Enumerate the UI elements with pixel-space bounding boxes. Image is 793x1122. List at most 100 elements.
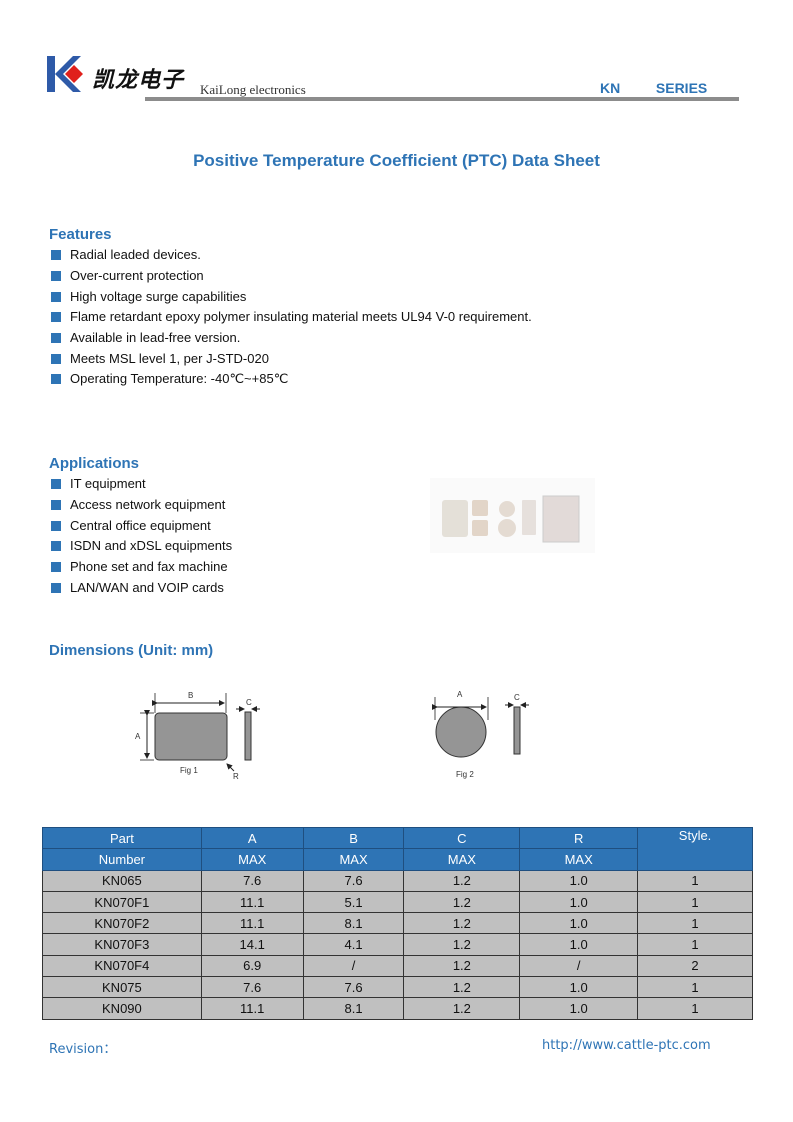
table-row: KN070F4 6.9/1.2/2 xyxy=(42,954,753,978)
list-item-text: Flame retardant epoxy polymer insulating… xyxy=(70,309,532,325)
header-part: Part xyxy=(42,826,202,850)
cell-a: 14.1 xyxy=(200,933,304,956)
cell-a: 6.9 xyxy=(200,954,304,978)
bullet-square-icon xyxy=(51,562,61,573)
header-a-max: MAX xyxy=(200,848,304,871)
cell-style: 1 xyxy=(637,912,753,935)
fig1-label-a: A xyxy=(135,732,141,741)
cell-style: 1 xyxy=(637,997,753,1020)
list-item: High voltage surge capabilities xyxy=(51,286,532,307)
header-r-max: MAX xyxy=(519,848,639,871)
header-style: Style. xyxy=(637,827,753,871)
dimensions-heading: Dimensions (Unit: mm) xyxy=(49,642,214,659)
fig2-label-c: C xyxy=(514,693,520,702)
cell-c: 1.2 xyxy=(403,912,521,935)
list-item: Meets MSL level 1, per J-STD-020 xyxy=(51,348,532,369)
list-item-text: Operating Temperature: -40℃~+85℃ xyxy=(70,371,289,387)
cell-b: 4.1 xyxy=(302,933,405,956)
list-item-text: ISDN and xDSL equipments xyxy=(70,538,233,554)
cell-part-number: KN075 xyxy=(42,976,202,999)
cell-c: 1.2 xyxy=(403,933,521,956)
cell-style: 1 xyxy=(637,890,753,914)
list-item-text: Meets MSL level 1, per J-STD-020 xyxy=(70,350,269,366)
dimensions-table: Part A B C R Style. Number MAX MAX MAX M… xyxy=(42,826,753,1020)
list-item-text: Central office equipment xyxy=(70,517,211,533)
figure-1-diagram: B A C R Fig 1 xyxy=(135,691,260,780)
list-item: ISDN and xDSL equipments xyxy=(51,536,232,557)
bullet-square-icon xyxy=(51,541,61,552)
list-item-text: IT equipment xyxy=(70,476,146,492)
applications-heading: Applications xyxy=(49,455,140,472)
list-item: Radial leaded devices. xyxy=(51,245,532,266)
cell-part-number: KN090 xyxy=(42,997,202,1020)
list-item: Central office equipment xyxy=(51,515,232,536)
cell-r: 1.0 xyxy=(519,933,639,956)
revision-label: Revision： xyxy=(49,1042,117,1057)
bullet-square-icon xyxy=(51,291,61,302)
list-item: LAN/WAN and VOIP cards xyxy=(51,577,232,598)
list-item: IT equipment xyxy=(51,474,232,495)
cell-style: 2 xyxy=(637,954,753,978)
cell-a: 11.1 xyxy=(200,912,304,935)
list-item-text: Available in lead-free version. xyxy=(70,330,241,346)
header-rule xyxy=(145,97,739,101)
bullet-square-icon xyxy=(51,271,61,282)
list-item: Flame retardant epoxy polymer insulating… xyxy=(51,307,532,328)
header-c-max: MAX xyxy=(403,848,521,871)
cell-a: 7.6 xyxy=(200,976,304,999)
header-r: R xyxy=(519,826,639,850)
figure-2-diagram: A C Fig 2 xyxy=(432,690,529,779)
list-item-text: Access network equipment xyxy=(70,497,226,513)
fig1-label-r: R xyxy=(233,772,239,780)
bullet-square-icon xyxy=(51,374,61,385)
logo-chinese-name: 凯龙电子 xyxy=(92,67,185,93)
fig1-label-c: C xyxy=(246,698,252,707)
kailong-logo-icon xyxy=(47,56,83,92)
bullet-square-icon xyxy=(51,520,61,531)
cell-part-number: KN065 xyxy=(42,869,202,892)
list-item-text: LAN/WAN and VOIP cards xyxy=(70,579,224,595)
cell-b: 7.6 xyxy=(302,869,405,892)
bullet-square-icon xyxy=(51,353,61,364)
header-number: Number xyxy=(42,848,202,871)
cell-r: / xyxy=(519,954,639,978)
list-item: Available in lead-free version. xyxy=(51,328,532,349)
cell-b: 7.6 xyxy=(302,976,405,999)
fig1-label-b: B xyxy=(188,691,193,700)
cell-c: 1.2 xyxy=(403,890,521,914)
page-title: Positive Temperature Coefficient (PTC) D… xyxy=(193,151,600,170)
bullet-square-icon xyxy=(51,500,61,511)
list-item: Over-current protection xyxy=(51,266,532,287)
table-row: KN070F1 11.1 5.1 1.2 1.0 1 xyxy=(42,890,753,914)
logo-english-name: KaiLong electronics xyxy=(200,82,306,97)
bullet-square-icon xyxy=(51,312,61,323)
cell-style: 1 xyxy=(637,976,753,999)
features-list: Radial leaded devices. Over-current prote… xyxy=(51,245,532,390)
cell-b: 8.1 xyxy=(302,912,405,935)
cell-c: 1.2 xyxy=(403,869,521,892)
website-link[interactable]: http://www.cattle-ptc.com xyxy=(542,1038,711,1053)
list-item: Access network equipment xyxy=(51,495,232,516)
header-b: B xyxy=(302,826,405,850)
bullet-square-icon xyxy=(51,582,61,593)
fig2-label-a: A xyxy=(457,690,463,699)
features-heading: Features xyxy=(49,226,112,243)
list-item: Operating Temperature: -40℃~+85℃ xyxy=(51,369,532,390)
list-item: Phone set and fax machine xyxy=(51,557,232,578)
cell-a: 11.1 xyxy=(200,890,304,914)
cell-b: 5.1 xyxy=(302,890,405,914)
bullet-square-icon xyxy=(51,250,61,261)
cell-style: 1 xyxy=(637,933,753,956)
cell-r: 1.0 xyxy=(519,997,639,1020)
cell-part-number: KN070F4 xyxy=(42,954,202,978)
table-row: KN090 11.1 8.1 1.2 1.0 1 xyxy=(42,997,753,1020)
fig1-caption: Fig 1 xyxy=(180,766,198,775)
cell-r: 1.0 xyxy=(519,890,639,914)
table-row: KN065 7.6 7.6 1.2 1.0 1 xyxy=(42,869,753,892)
list-item-text: Phone set and fax machine xyxy=(70,559,228,575)
cell-part-number: KN070F3 xyxy=(42,933,202,956)
cell-a: 7.6 xyxy=(200,869,304,892)
cell-c: 1.2 xyxy=(403,954,521,978)
cell-b: 8.1 xyxy=(302,997,405,1020)
fig2-caption: Fig 2 xyxy=(456,770,474,779)
